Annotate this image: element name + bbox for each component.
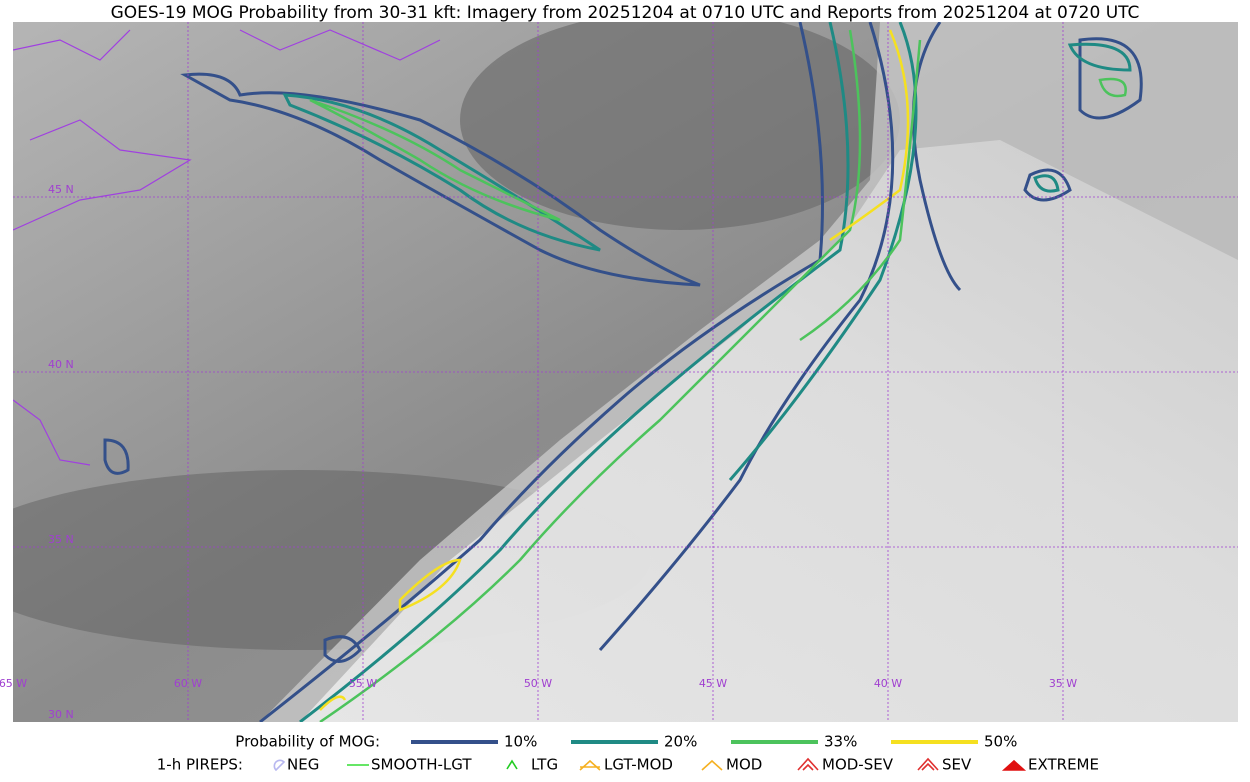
lon-label: 60 W (174, 677, 202, 690)
legend-entry: MOD-SEV (822, 756, 894, 774)
legend-label: Probability of MOG: (235, 733, 380, 751)
legend-entry: SMOOTH-LGT (371, 756, 472, 774)
lon-label: 65 W (0, 677, 27, 690)
pirep-symbol (917, 757, 939, 771)
lat-label: 40 N (48, 358, 74, 371)
pirep-symbol (701, 759, 723, 771)
legend-entry: LTG (531, 756, 558, 774)
lon-label: 35 W (1049, 677, 1077, 690)
pirep-symbol (1001, 759, 1027, 771)
graticule: 65 W 60 W 55 W 50 W 45 W 40 W 35 W 45 N 40 N 35 N… (0, 22, 1238, 722)
legend-entry: SEV (942, 756, 972, 774)
legend-entry: MOD (726, 756, 762, 774)
pirep-symbol (797, 757, 819, 771)
lon-label: 40 W (874, 677, 902, 690)
title: GOES-19 MOG Probability from 30-31 kft: … (111, 3, 1140, 23)
lat-label: 35 N (48, 533, 74, 546)
legend-entry: LGT-MOD (604, 756, 673, 774)
lon-label: 55 W (349, 677, 377, 690)
legend-entry: 33% (824, 733, 857, 751)
lon-label: 50 W (524, 677, 552, 690)
legend-label: 1-h PIREPS: (157, 756, 243, 774)
pirep-symbol (273, 759, 286, 772)
legend-entry: 20% (664, 733, 697, 751)
lat-label: 45 N (48, 183, 74, 196)
lon-label: 45 W (699, 677, 727, 690)
pirep-symbol (506, 759, 518, 770)
legend: Probability of MOG: 10% 20% 33% 50% 1-h PIREP… (157, 733, 1099, 774)
legend-entry: NEG (287, 756, 319, 774)
legend-entry: EXTREME (1028, 756, 1099, 774)
legend-entry: 10% (504, 733, 537, 751)
satellite-imagery (13, 22, 1238, 722)
lat-label: 30 N (48, 708, 74, 721)
legend-entry: 50% (984, 733, 1017, 751)
pirep-symbol (579, 759, 601, 771)
